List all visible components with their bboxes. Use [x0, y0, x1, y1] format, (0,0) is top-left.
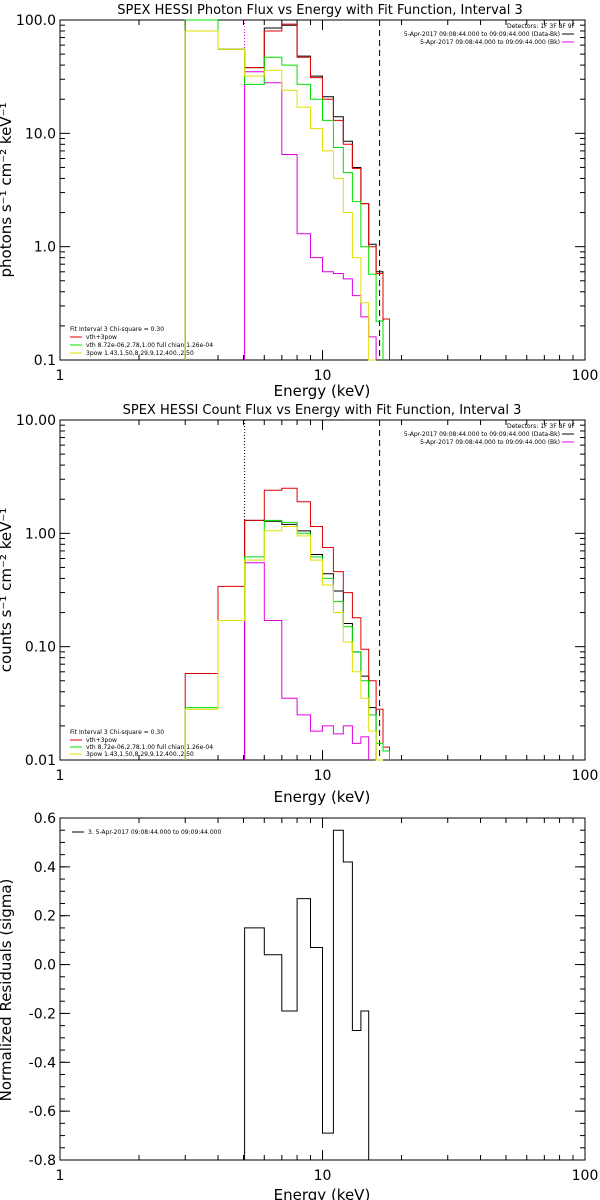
count-legend-vth: vth 8.72e-06,2.78,1.00 full chian 1.26e-… [86, 744, 213, 751]
photon-legend-detectors: Detectors: 1F 3F 8F 9F [507, 23, 576, 30]
count-legend-bottom: Fit Interval 3 Chi-square = 0.30 vth+3po… [70, 729, 213, 758]
series-data-bk-line [244, 519, 377, 760]
series-3pow-line [184, 30, 377, 361]
y-tick-label: 10.0 [25, 126, 56, 142]
photon-legend-bk: 5-Apr-2017 09:08:44.000 to 09:09:44.000 … [420, 39, 560, 46]
y-tick-label: 10.00 [16, 413, 56, 429]
count-legend-detectors: Detectors: 1F 3F 8F 9F [507, 423, 576, 430]
count-legend-top: Detectors: 1F 3F 8F 9F 5-Apr-2017 09:08:… [404, 423, 576, 446]
y-tick-label: 0.0 [34, 958, 56, 974]
count-legend-vth3pow: vth+3pow [86, 737, 117, 744]
series-vth-line [184, 519, 390, 760]
photon-legend-bottom: Fit Interval 3 Chi-square = 0.30 vth+3po… [70, 326, 213, 357]
x-tick-label: 1 [56, 368, 65, 384]
series-3-5-apr-2017-09-08-44-000-to-09-09-44-000-line [244, 829, 380, 1161]
count-flux-panel: SPEX HESSI Count Flux vs Energy with Fit… [0, 403, 598, 806]
residuals-x-axis-label: Energy (keV) [274, 1186, 371, 1200]
x-tick-label: 1 [56, 1168, 65, 1184]
photon-legend-top: Detectors: 1F 3F 8F 9F 5-Apr-2017 09:08:… [404, 23, 576, 46]
count-chart-title: SPEX HESSI Count Flux vs Energy with Fit… [123, 403, 522, 418]
photon-legend-data-bk: 5-Apr-2017 09:08:44.000 to 09:09:44.000 … [404, 31, 560, 38]
series-bk-line [244, 71, 377, 360]
y-tick-label: 100.0 [16, 13, 56, 29]
photon-chart-title: SPEX HESSI Photon Flux vs Energy with Fi… [117, 3, 523, 18]
x-tick-label: 10 [314, 368, 332, 384]
residuals-legend: 3. 5-Apr-2017 09:08:44.000 to 09:09:44.0… [72, 829, 221, 836]
y-tick-label: 0.4 [34, 860, 56, 876]
count-legend-bk: 5-Apr-2017 09:08:44.000 to 09:09:44.000 … [420, 439, 560, 446]
count-legend-fit-header: Fit Interval 3 Chi-square = 0.30 [70, 729, 164, 736]
y-tick-label: 0.1 [34, 353, 56, 369]
y-tick-label: 1.0 [34, 240, 56, 256]
y-tick-label: 0.2 [34, 909, 56, 925]
residuals-legend-label: 3. 5-Apr-2017 09:08:44.000 to 09:09:44.0… [88, 829, 221, 836]
series-vth-3pow-line [184, 487, 390, 760]
photon-x-axis-label: Energy (keV) [274, 382, 371, 400]
count-legend-3pow: 3pow 1.43,1.50,8.29,9.12,400.,2.50 [86, 751, 194, 758]
series-bk-line [244, 562, 370, 760]
photon-legend-vth: vth 8.72e-06,2.78,1.00 full chian 1.26e-… [86, 342, 213, 349]
photon-legend-3pow: 3pow 1.43,1.50,8.29,9.12,400.,2.50 [86, 350, 194, 357]
y-tick-label: -0.4 [29, 1055, 56, 1071]
series-vth-line [184, 19, 384, 360]
y-tick-label: 0.01 [25, 753, 56, 769]
photon-legend-vth3pow: vth+3pow [86, 334, 117, 341]
series-3pow-line [184, 526, 383, 761]
count-y-axis-label: counts s⁻¹ cm⁻² keV⁻¹ [0, 508, 15, 673]
x-tick-label: 100 [572, 368, 599, 384]
x-tick-label: 100 [572, 1168, 599, 1184]
y-tick-label: -0.2 [29, 1006, 56, 1022]
series-vth-3pow-line [184, 19, 390, 360]
residuals-panel: 1 10 100 -0.8 -0.6 -0.4 -0.2 0.0 0.2 0.4 0.6 Energ… [0, 811, 598, 1200]
count-x-axis-label: Energy (keV) [274, 788, 371, 806]
x-tick-label: 10 [314, 768, 332, 784]
y-tick-label: -0.8 [29, 1153, 56, 1169]
residuals-y-axis-label: Normalized Residuals (sigma) [0, 879, 15, 1102]
photon-y-axis-label: photons s⁻¹ cm⁻² keV⁻¹ [0, 103, 15, 278]
y-tick-label: 0.6 [34, 811, 56, 827]
x-tick-label: 1 [56, 768, 65, 784]
y-tick-label: 1.00 [25, 526, 56, 542]
photon-flux-panel: SPEX HESSI Photon Flux vs Energy with Fi… [0, 3, 598, 400]
y-tick-label: -0.6 [29, 1104, 56, 1120]
x-tick-label: 10 [314, 1168, 332, 1184]
y-tick-label: 0.10 [25, 640, 56, 656]
x-tick-label: 100 [572, 768, 599, 784]
photon-legend-fit-header: Fit Interval 3 Chi-square = 0.30 [70, 326, 164, 333]
count-legend-data-bk: 5-Apr-2017 09:08:44.000 to 09:09:44.000 … [404, 431, 560, 438]
